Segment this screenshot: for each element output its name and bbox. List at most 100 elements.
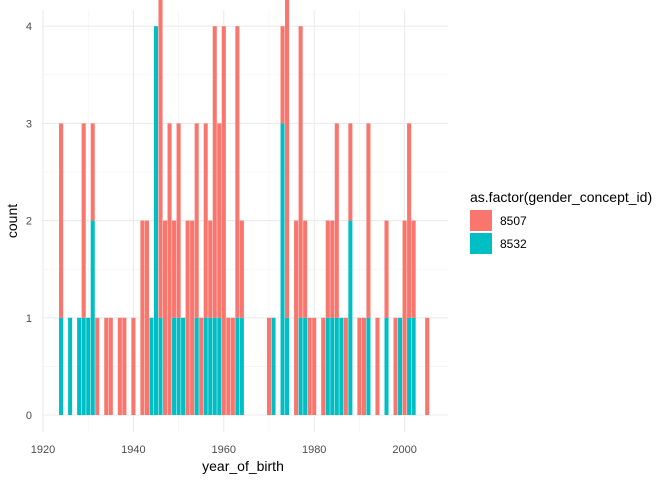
bar-8507	[384, 220, 389, 318]
legend: as.factor(gender_concept_id) 8507 8532	[470, 189, 652, 254]
y-tick-label: 0	[26, 410, 32, 422]
bar-8507	[226, 317, 231, 415]
y-tick-label: 3	[26, 118, 32, 130]
bar-8532	[239, 317, 244, 415]
bar-8507	[411, 220, 416, 318]
bar-8532	[77, 317, 82, 415]
bar-8507	[235, 26, 240, 318]
bar-8507	[144, 220, 149, 415]
bar-8507	[357, 317, 362, 415]
bar-8507	[163, 220, 168, 415]
y-axis-title: count	[4, 204, 20, 238]
y-axis-ticks: 0 1 2 3 4	[26, 21, 32, 422]
bar-8507	[208, 220, 213, 318]
bar-8507	[117, 317, 122, 415]
bar-8507	[199, 317, 204, 415]
bar-8507	[366, 123, 371, 318]
y-tick-label: 4	[26, 21, 32, 33]
bar-8532	[81, 317, 86, 415]
bar-8532	[194, 317, 199, 415]
x-tick-label: 1920	[31, 444, 55, 456]
bar-8532	[203, 317, 208, 415]
bar-8507	[230, 317, 235, 415]
bar-8507	[334, 123, 339, 318]
bar-8532	[176, 317, 181, 415]
bar-8507	[239, 220, 244, 318]
bar-8532	[298, 317, 303, 415]
bar-8507	[190, 220, 195, 415]
bar-8507	[203, 123, 208, 318]
bar-8532	[86, 317, 91, 415]
bar-8507	[393, 317, 398, 415]
bar-8532	[339, 317, 344, 415]
bar-8507	[312, 317, 317, 415]
bar-8532	[208, 317, 213, 415]
bar-8532	[285, 317, 290, 415]
bar-8532	[303, 317, 308, 415]
bar-8507	[425, 317, 430, 415]
bar-8507	[325, 220, 330, 318]
bar-8532	[59, 317, 64, 415]
bar-8507	[90, 123, 95, 221]
bar-8507	[104, 317, 109, 415]
bar-8507	[212, 26, 217, 318]
bar-8532	[366, 317, 371, 415]
bar-8507	[294, 220, 299, 415]
bar-8507	[95, 317, 100, 415]
bar-8532	[149, 317, 154, 415]
bar-8507	[221, 26, 226, 415]
bar-8507	[59, 123, 64, 318]
bar-8507	[194, 123, 199, 318]
bar-8532	[181, 317, 186, 415]
bar-8507	[375, 317, 380, 415]
bar-8532	[158, 317, 163, 415]
bar-8507	[321, 317, 326, 415]
bar-8507	[407, 123, 412, 318]
bar-8532	[235, 317, 240, 415]
legend-key-8507	[470, 210, 492, 231]
plot-panel	[42, 0, 448, 432]
bar-8532	[212, 317, 217, 415]
bar-8507	[108, 317, 113, 415]
legend-items: 8507 8532	[470, 210, 527, 254]
y-tick-label: 1	[26, 313, 32, 325]
bar-8507	[131, 317, 136, 415]
bar-8532	[153, 26, 159, 415]
bar-8507	[343, 317, 348, 415]
bar-8532	[407, 317, 412, 415]
x-tick-label: 1980	[302, 444, 326, 456]
bar-8507	[217, 123, 222, 318]
bar-8532	[217, 317, 222, 415]
bar-8532	[325, 317, 330, 415]
bar-8507	[285, 0, 290, 318]
bar-8532	[271, 317, 276, 415]
bar-8507	[172, 220, 177, 318]
bar-8532	[90, 220, 95, 415]
legend-label-8507: 8507	[500, 214, 527, 228]
bars	[59, 0, 430, 416]
bar-8507	[361, 317, 366, 415]
x-axis-title: year_of_birth	[202, 458, 284, 474]
bar-8532	[68, 317, 73, 415]
bar-8507	[303, 220, 308, 318]
x-tick-label: 2000	[392, 444, 416, 456]
bar-8507	[307, 317, 312, 415]
bar-8507	[185, 220, 190, 415]
bar-8507	[266, 317, 272, 415]
bar-8532	[384, 317, 389, 415]
bar-8507	[140, 220, 145, 415]
bar-8507	[348, 123, 353, 221]
y-tick-label: 2	[26, 216, 32, 228]
bar-8507	[167, 123, 172, 416]
bar-8532	[172, 317, 177, 415]
bar-8507	[176, 123, 181, 318]
bar-8507	[122, 317, 127, 415]
bar-8507	[402, 220, 407, 415]
bar-8532	[330, 317, 335, 415]
bar-8507	[158, 0, 163, 318]
bar-8532	[280, 123, 285, 416]
bar-8532	[348, 220, 353, 415]
bar-8507	[280, 26, 285, 124]
bar-8532	[411, 317, 416, 415]
